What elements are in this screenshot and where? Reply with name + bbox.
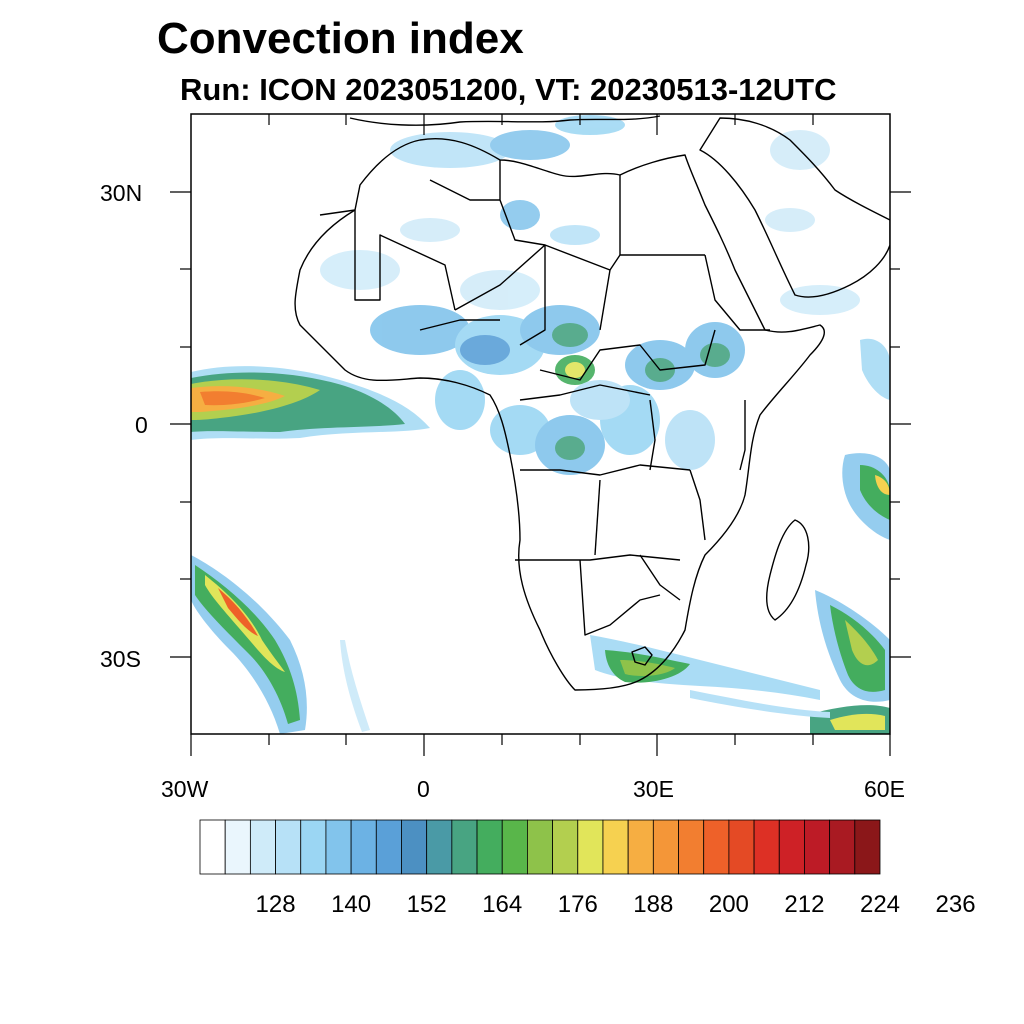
border-12 — [649, 399, 656, 471]
colorbar-box — [401, 819, 428, 875]
colorbar-box — [527, 819, 553, 875]
colorbar-box — [829, 819, 856, 875]
map-title: Convection index — [157, 14, 524, 63]
colorbar-box — [652, 819, 679, 875]
madagascar-north-convection-core — [875, 475, 890, 495]
lat-label-30s: 30S — [100, 646, 141, 672]
colorbar-box — [350, 819, 377, 875]
border-17 — [704, 254, 770, 331]
colorbar-tick-label: 224 — [860, 891, 900, 918]
colorbar-box — [451, 819, 478, 875]
southern-streak — [690, 690, 830, 718]
coastlines — [294, 115, 890, 691]
border-15 — [419, 319, 500, 331]
colorbar-box — [627, 819, 654, 875]
colorbar-tick-label: 152 — [407, 891, 447, 918]
colorbar-tick-label: 236 — [936, 891, 976, 918]
colorbar-box — [703, 819, 730, 875]
colorbar-box — [199, 819, 226, 875]
tropical-africa-convection — [370, 305, 745, 475]
border-19 — [429, 179, 500, 201]
colorbar-box — [300, 819, 327, 875]
colorbar-box — [753, 819, 780, 875]
colorbar-tick-label: 128 — [256, 891, 296, 918]
colorbar-box — [778, 819, 805, 875]
border-6 — [599, 269, 611, 331]
colorbar-box — [375, 819, 402, 875]
border-8 — [519, 384, 651, 401]
colorbar-box — [577, 819, 604, 875]
atlantic-convection-band-peak — [200, 391, 265, 406]
colorbar-box — [552, 819, 579, 875]
colorbar-box — [602, 819, 629, 875]
border-1 — [354, 210, 456, 311]
colorbar-box — [224, 819, 251, 875]
map-subtitle: Run: ICON 2023051200, VT: 20230513-12UTC — [180, 72, 837, 107]
colorbar-box — [249, 819, 276, 875]
border-4 — [499, 160, 546, 246]
border-18 — [639, 554, 681, 601]
colorbar-tick-label: 200 — [709, 891, 749, 918]
colorbar-tick-label: 188 — [633, 891, 673, 918]
colorbar-box — [804, 819, 831, 875]
south-africa-band-outer — [590, 635, 820, 700]
europe-coastline — [349, 115, 661, 126]
indian-ocean-bottom-core — [830, 713, 885, 730]
convection-field — [191, 115, 890, 734]
border-13 — [689, 469, 706, 541]
north-africa-convection — [320, 115, 860, 315]
colorbar-tick-label: 176 — [558, 891, 598, 918]
border-9 — [520, 464, 691, 476]
border-14 — [594, 479, 601, 556]
lon-label-60e: 60E — [864, 776, 905, 802]
madagascar-coastline — [766, 519, 810, 621]
africa-coastline — [294, 138, 826, 691]
border-7 — [539, 329, 716, 381]
lon-label-0: 0 — [417, 776, 430, 802]
colorbar-boxes — [199, 819, 881, 875]
colorbar-tick-label: 212 — [784, 891, 824, 918]
southeast-atlantic-streak — [340, 640, 370, 732]
map-ticks — [170, 114, 911, 756]
indian-ocean-convection-core — [845, 620, 878, 666]
lon-label-30w: 30W — [161, 776, 209, 802]
colorbar-tick-label: 140 — [331, 891, 371, 918]
lat-label-0: 0 — [135, 412, 148, 438]
lon-label-30e: 30E — [633, 776, 674, 802]
colorbar-box — [854, 819, 881, 875]
south-atlantic-front-peak — [218, 588, 258, 636]
colorbar-box — [678, 819, 705, 875]
arabian-peninsula-coastline — [699, 117, 890, 298]
border-16 — [739, 400, 746, 471]
colorbar-box — [426, 819, 453, 875]
border-3 — [544, 244, 705, 271]
lesotho-border — [631, 646, 653, 666]
colorbar-box — [476, 819, 503, 875]
arabian-edge-convection — [860, 338, 890, 400]
colorbar-box — [728, 819, 755, 875]
border-10 — [515, 554, 681, 561]
colorbar-box — [501, 819, 528, 875]
colorbar-labels: 128 140 152 164 176 188 200 212 224 236 — [256, 891, 976, 918]
south-africa-band-core — [620, 660, 675, 676]
border-20 — [319, 209, 356, 216]
border-11 — [579, 559, 661, 636]
colorbar-box — [325, 819, 352, 875]
lat-label-30n: 30N — [100, 180, 143, 206]
colorbar-box — [275, 819, 302, 875]
colorbar-tick-label: 164 — [482, 891, 522, 918]
